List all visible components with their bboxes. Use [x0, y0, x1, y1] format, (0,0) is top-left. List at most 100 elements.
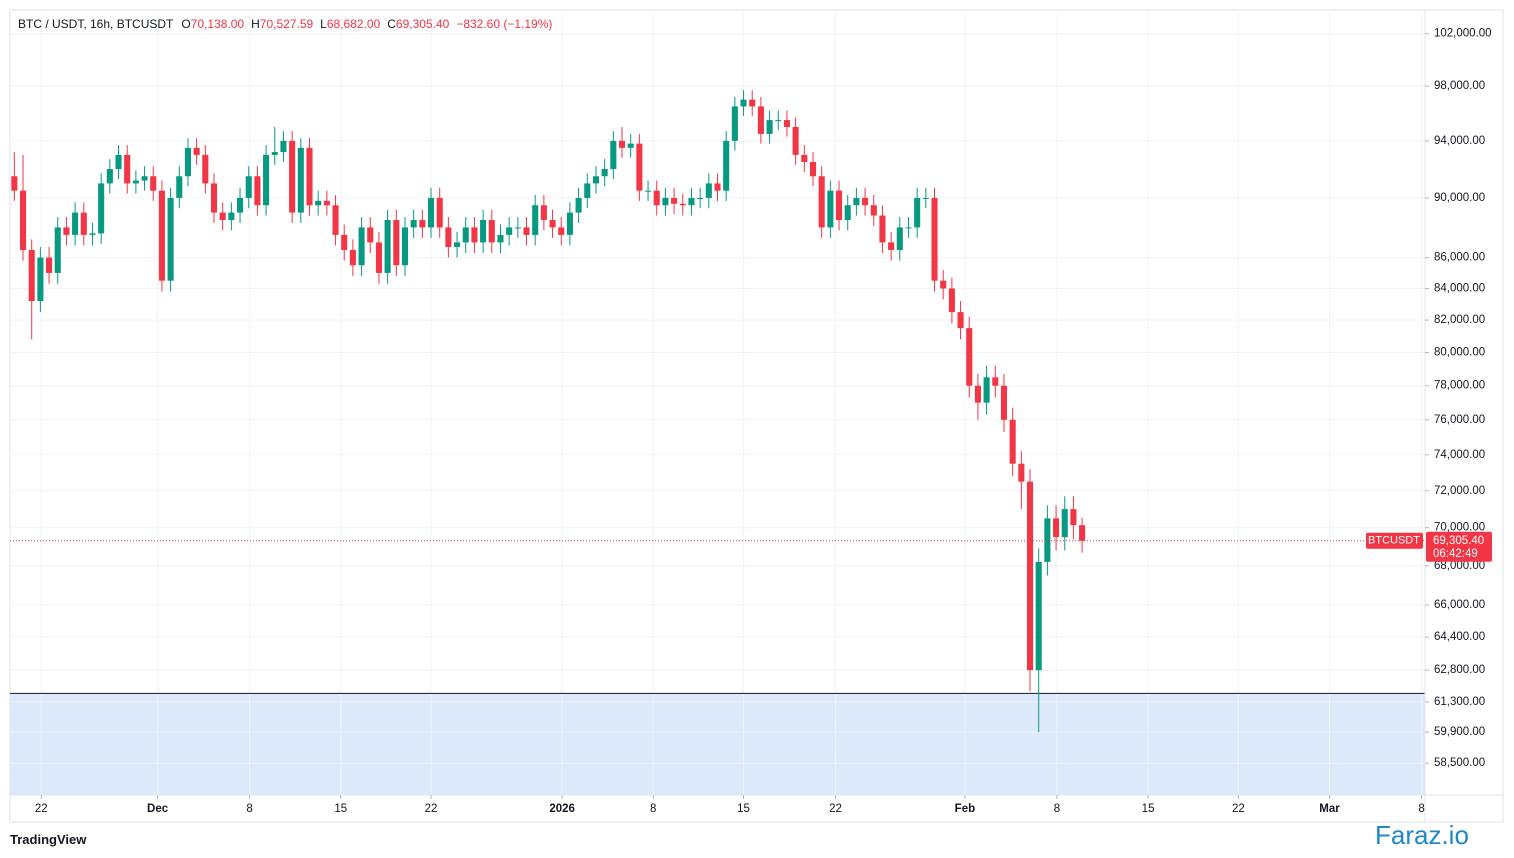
candle-body	[176, 176, 183, 198]
y-tick-label: 59,900.00	[1434, 726, 1485, 738]
candle-body	[697, 197, 704, 199]
x-tick-label: 22	[35, 803, 48, 815]
candle-body	[462, 227, 469, 243]
candle-body	[966, 328, 973, 386]
o-label: O	[181, 17, 191, 31]
y-tick-label: 72,000.00	[1434, 485, 1485, 497]
candle-body	[645, 190, 652, 192]
candle-body	[454, 242, 461, 247]
candle-body	[922, 197, 929, 199]
candle-body	[888, 242, 895, 250]
candle-body	[636, 143, 643, 191]
candle-body	[37, 257, 44, 302]
candle-body	[1000, 385, 1008, 420]
candle-body	[245, 176, 252, 198]
zone	[10, 693, 1425, 795]
candle-body	[436, 197, 443, 228]
candle-body	[115, 154, 122, 170]
y-tick-label: 74,000.00	[1434, 449, 1485, 461]
x-tick-label: 15	[737, 803, 750, 815]
candle-body	[835, 190, 843, 220]
candle-body	[54, 227, 61, 273]
candle-body	[940, 280, 947, 289]
y-tick-label: 66,000.00	[1434, 599, 1485, 611]
candle-body	[627, 143, 634, 148]
candle-body	[297, 147, 304, 213]
y-tick-label: 94,000.00	[1434, 135, 1485, 147]
candle-body	[471, 227, 478, 243]
candle-body	[584, 183, 591, 198]
x-tick-label: 15	[1142, 803, 1155, 815]
y-tick-label: 102,000.00	[1434, 28, 1492, 40]
candle-body	[662, 197, 669, 206]
candle-body	[705, 183, 712, 198]
y-tick-label: 80,000.00	[1434, 347, 1485, 359]
candle-body	[914, 197, 921, 228]
candle-body	[254, 176, 261, 206]
candle-body	[427, 197, 435, 228]
candle-body	[731, 106, 738, 141]
candle-body	[1061, 509, 1068, 538]
candle-body	[766, 120, 773, 134]
candle-body	[514, 227, 521, 229]
candle-body	[393, 219, 400, 266]
candle-body	[323, 200, 330, 206]
candle-body	[1044, 518, 1051, 562]
candle-body	[98, 183, 105, 234]
tag-countdown: 06:42:49	[1433, 548, 1478, 560]
x-tick-label: 8	[246, 803, 252, 815]
candle-body	[723, 140, 730, 191]
candle-body	[749, 99, 756, 107]
candle-body	[575, 197, 582, 213]
candle-body	[688, 197, 695, 206]
y-tick-label: 76,000.00	[1434, 414, 1485, 426]
x-tick-label: Dec	[147, 803, 169, 815]
candle-body	[280, 140, 287, 153]
tag-symbol: BTCUSDT	[1368, 535, 1420, 547]
candle-body	[89, 233, 96, 235]
candle-body	[497, 234, 504, 243]
candle-body	[679, 203, 686, 206]
x-tick-label: 8	[650, 803, 656, 815]
candle-body	[184, 147, 191, 177]
candle-body	[28, 249, 35, 302]
candle-body	[844, 205, 851, 220]
candle-body	[150, 176, 157, 191]
candle-body	[315, 200, 322, 206]
candle-body	[193, 147, 200, 155]
candle-body	[601, 169, 608, 177]
candle-body	[167, 197, 174, 281]
candle-body	[714, 183, 721, 191]
candle-body	[827, 190, 834, 228]
candle-body	[158, 190, 165, 281]
candle-body	[853, 197, 860, 206]
candle-body	[540, 205, 547, 220]
x-tick-label: Mar	[1319, 803, 1340, 815]
candle-body	[558, 227, 565, 235]
candle-body	[46, 257, 53, 273]
x-tick-label: 22	[829, 803, 842, 815]
candle-body	[549, 219, 556, 228]
candle-body	[263, 154, 270, 206]
c-label: C	[387, 17, 396, 31]
candle-body	[974, 385, 981, 403]
candle-body	[618, 140, 626, 148]
candle-body	[63, 227, 70, 235]
candle-body	[992, 377, 999, 386]
candle-body	[818, 176, 825, 228]
tag-price: 69,305.40	[1433, 535, 1484, 547]
x-tick-label: 22	[425, 803, 438, 815]
candle-body	[271, 152, 278, 155]
candle-body	[141, 176, 148, 181]
candle-body	[106, 169, 113, 184]
brand[interactable]: TradingView	[10, 832, 87, 847]
legend: BTC / USDT, 16h, BTCUSDT O70,138.00 H70,52…	[18, 17, 559, 31]
candle-body	[1053, 518, 1060, 538]
candle-body	[783, 120, 790, 127]
h-label: H	[251, 17, 260, 31]
symbol: BTC / USDT, 16h, BTCUSDT	[18, 17, 174, 31]
x-tick-label: 22	[1232, 803, 1245, 815]
frame	[9, 9, 1504, 823]
candle-body	[375, 242, 382, 273]
candle-body	[488, 219, 495, 243]
